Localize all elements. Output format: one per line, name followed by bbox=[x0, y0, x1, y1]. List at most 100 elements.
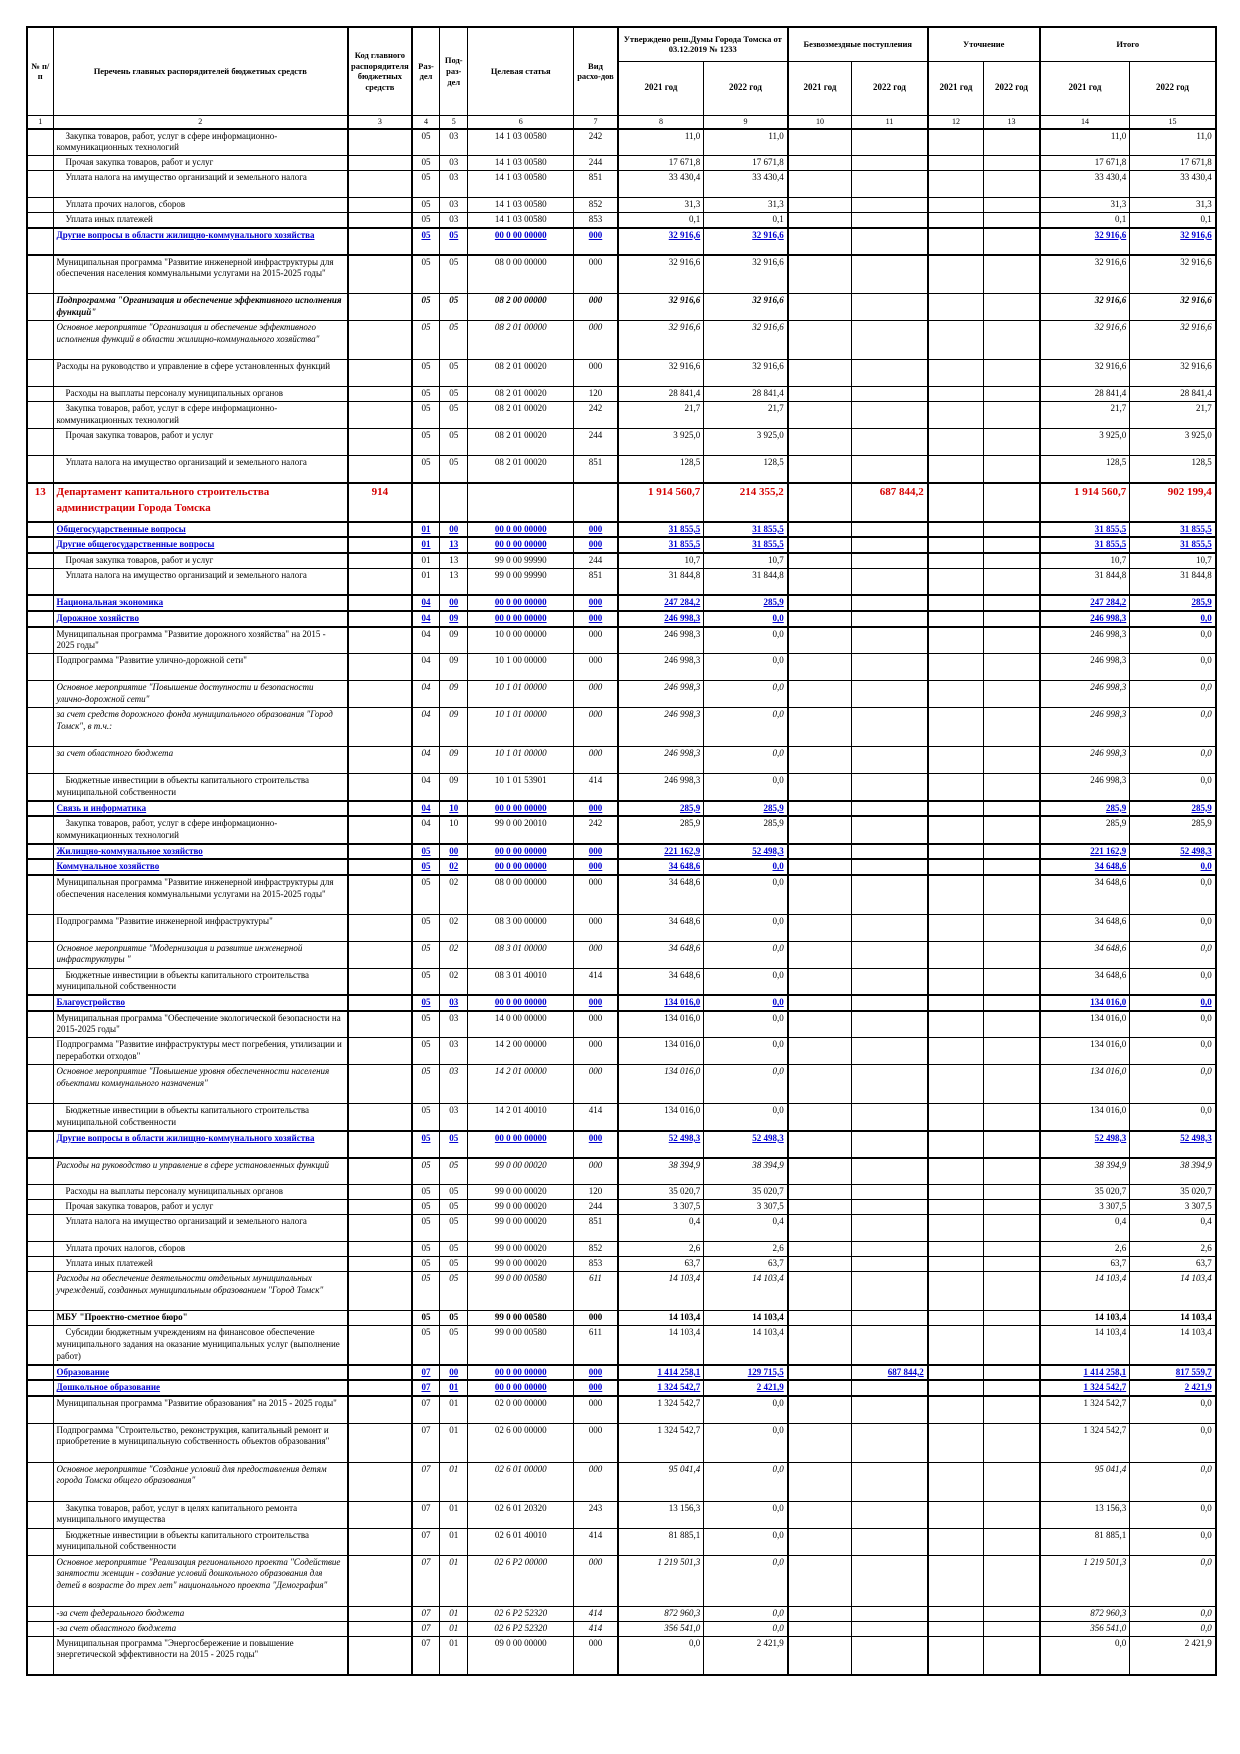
expense-type-code: 000 bbox=[573, 320, 619, 361]
value-cell: 246 998,3 bbox=[1038, 773, 1131, 802]
target-article-code: 14 1 03 00580 bbox=[467, 155, 575, 171]
podrazdel-code: 03 bbox=[439, 128, 469, 156]
razdel-code: 07 bbox=[410, 1395, 441, 1424]
value-cell bbox=[926, 320, 985, 361]
row-number bbox=[26, 428, 54, 457]
value-cell bbox=[983, 520, 1041, 539]
value-cell bbox=[983, 815, 1041, 845]
column-number: 3 bbox=[347, 114, 413, 130]
value-cell: 285,9 bbox=[703, 594, 789, 612]
value-cell: 35 020,7 bbox=[703, 1184, 789, 1201]
value-cell bbox=[983, 653, 1041, 682]
razdel-code: 05 bbox=[410, 874, 441, 915]
target-article-code: 00 0 00 00000 bbox=[467, 1363, 575, 1382]
razdel-code: 01 bbox=[410, 567, 441, 596]
target-article-code: 14 2 01 00000 bbox=[467, 1064, 575, 1105]
grbs-code bbox=[347, 211, 413, 229]
value-cell bbox=[926, 1554, 985, 1607]
target-article-code: 10 1 01 00000 bbox=[467, 680, 575, 709]
row-number bbox=[26, 653, 54, 682]
row-number bbox=[26, 320, 54, 361]
row-label: Расходы на руководство и управление в сф… bbox=[52, 359, 349, 388]
value-cell: 0,0 bbox=[703, 1010, 789, 1039]
value-cell: 246 998,3 bbox=[1038, 707, 1131, 748]
expense-type-code: 851 bbox=[573, 567, 619, 596]
table-row: Бюджетные инвестиции в объекты капитальн… bbox=[26, 967, 1217, 996]
value-cell: 0,4 bbox=[1038, 1214, 1131, 1243]
row-number bbox=[26, 552, 54, 569]
value-cell: 21,7 bbox=[616, 401, 705, 430]
value-cell bbox=[983, 626, 1041, 655]
razdel-code: 04 bbox=[410, 594, 441, 612]
value-cell bbox=[926, 226, 985, 256]
podrazdel-code: 01 bbox=[439, 1527, 469, 1556]
row-number bbox=[26, 1037, 54, 1066]
value-cell bbox=[786, 1199, 853, 1216]
podrazdel-code: 05 bbox=[439, 1199, 469, 1216]
row-number bbox=[26, 401, 54, 430]
value-cell: 0,4 bbox=[1129, 1214, 1217, 1243]
value-cell bbox=[926, 626, 985, 655]
grbs-code bbox=[347, 552, 413, 569]
value-cell bbox=[926, 799, 985, 818]
razdel-code: 05 bbox=[410, 211, 441, 229]
grbs-code bbox=[347, 609, 413, 628]
value-cell bbox=[851, 594, 929, 612]
value-cell: 14 103,4 bbox=[616, 1310, 705, 1327]
value-cell bbox=[851, 1605, 929, 1622]
value-cell bbox=[926, 1635, 985, 1676]
value-cell: 0,0 bbox=[703, 967, 789, 996]
podrazdel-code: 10 bbox=[439, 799, 469, 818]
value-cell: 134 016,0 bbox=[616, 1103, 705, 1132]
row-number bbox=[26, 1635, 54, 1676]
table-row: Прочая закупка товаров, работ и услуг 05 0… bbox=[26, 1199, 1217, 1216]
razdel-code: 05 bbox=[410, 1103, 441, 1132]
razdel-code: 05 bbox=[410, 1157, 441, 1186]
podrazdel-code: 05 bbox=[439, 254, 469, 295]
razdel-code: 05 bbox=[410, 254, 441, 295]
grbs-code bbox=[347, 386, 413, 403]
target-article-code: 02 6 01 00000 bbox=[467, 1461, 575, 1502]
value-cell bbox=[983, 320, 1041, 361]
razdel-code: 07 bbox=[410, 1635, 441, 1676]
value-cell bbox=[983, 401, 1041, 430]
value-cell bbox=[786, 626, 853, 655]
row-label: Уплата налога на имущество организаций и… bbox=[52, 567, 349, 596]
value-cell bbox=[983, 1461, 1041, 1502]
razdel-code: 07 bbox=[410, 1527, 441, 1556]
razdel-code: 05 bbox=[410, 940, 441, 969]
value-cell bbox=[786, 128, 853, 156]
value-cell bbox=[926, 170, 985, 198]
value-cell: 63,7 bbox=[616, 1256, 705, 1273]
value-cell bbox=[851, 799, 929, 818]
value-cell: 38 394,9 bbox=[616, 1157, 705, 1186]
value-cell bbox=[926, 609, 985, 628]
expense-type-code: 851 bbox=[573, 1214, 619, 1243]
value-cell: 0,0 bbox=[1129, 746, 1217, 775]
value-cell bbox=[926, 1527, 985, 1556]
row-number bbox=[26, 226, 54, 256]
value-cell: 2 421,9 bbox=[703, 1379, 789, 1398]
value-cell: 38 394,9 bbox=[1038, 1157, 1131, 1186]
row-number bbox=[26, 128, 54, 156]
value-cell bbox=[983, 1037, 1041, 1066]
grbs-code bbox=[347, 1363, 413, 1382]
value-cell bbox=[926, 128, 985, 156]
razdel-code: 01 bbox=[410, 536, 441, 555]
value-cell bbox=[851, 254, 929, 295]
value-cell bbox=[926, 386, 985, 403]
value-cell bbox=[926, 815, 985, 845]
value-cell: 0,0 bbox=[1129, 1010, 1217, 1039]
value-cell: 285,9 bbox=[1129, 594, 1217, 612]
value-cell: 32 916,6 bbox=[616, 293, 705, 322]
podrazdel-code: 02 bbox=[439, 940, 469, 969]
value-cell: 128,5 bbox=[1129, 455, 1217, 484]
target-article-code: 02 6 P2 00000 bbox=[467, 1554, 575, 1607]
grbs-code bbox=[347, 1527, 413, 1556]
value-cell: 0,0 bbox=[1129, 940, 1217, 969]
value-cell: 14 103,4 bbox=[1129, 1310, 1217, 1327]
value-cell bbox=[786, 940, 853, 969]
row-label: Жилищно-коммунальное хозяйство bbox=[52, 842, 349, 861]
value-cell bbox=[926, 967, 985, 996]
